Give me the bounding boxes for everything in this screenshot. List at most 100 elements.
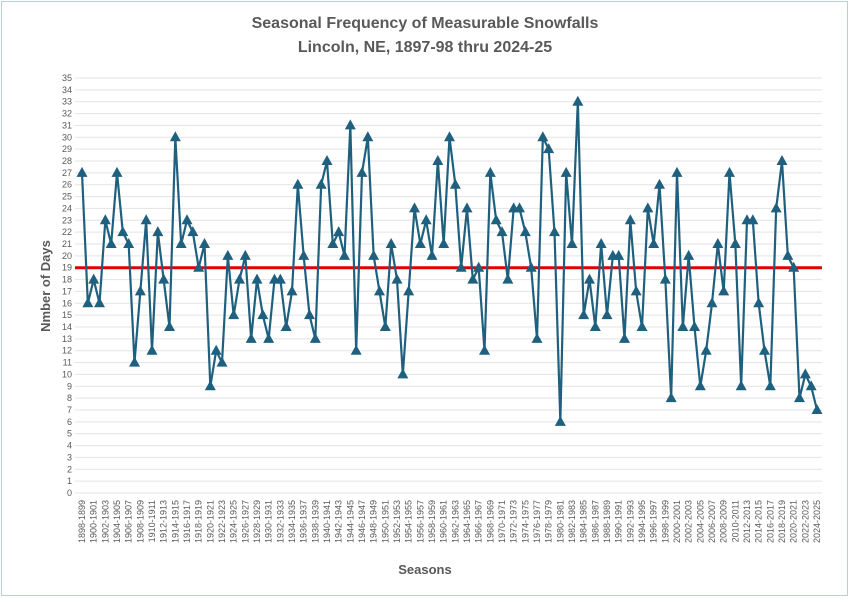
data-point-marker: [543, 143, 555, 154]
y-tick-label: 14: [62, 322, 72, 332]
x-tick-label: 1940-1941: [322, 500, 332, 543]
y-tick-label: 34: [62, 85, 72, 95]
data-point-marker: [747, 214, 759, 225]
x-tick-label: 1980-1981: [555, 500, 565, 543]
data-point-marker: [578, 309, 590, 320]
data-point-marker: [111, 166, 123, 177]
data-point-marker: [391, 273, 403, 284]
y-tick-label: 2: [67, 464, 72, 474]
x-tick-label: 1938-1939: [310, 500, 320, 543]
y-tick-label: 12: [62, 346, 72, 356]
data-point-marker: [449, 178, 461, 189]
y-tick-label: 0: [67, 488, 72, 498]
chart-title-line-2: Lincoln, NE, 1897-98 thru 2024-25: [298, 39, 552, 56]
data-point-marker: [619, 332, 630, 343]
x-tick-label: 1968-1969: [485, 500, 495, 543]
data-point-marker: [630, 285, 642, 296]
data-point-marker: [788, 261, 800, 272]
data-point-marker: [187, 226, 199, 237]
x-tick-label: 2004-2005: [695, 500, 705, 543]
data-point-marker: [537, 131, 549, 142]
x-tick-label: 1926-1927: [240, 500, 250, 543]
y-tick-label: 7: [67, 405, 72, 415]
y-tick-label: 25: [62, 192, 72, 202]
data-point-marker: [496, 226, 508, 237]
y-axis-title: Nmber of Days: [38, 240, 53, 332]
x-tick-label: 1900-1901: [89, 500, 99, 543]
data-point-marker: [315, 178, 327, 189]
data-point-marker: [735, 380, 747, 391]
x-tick-label: 1898-1899: [77, 500, 87, 543]
data-point-marker: [473, 261, 485, 272]
y-tick-label: 30: [62, 132, 72, 142]
data-point-marker: [158, 273, 170, 284]
data-point-marker: [239, 249, 251, 260]
data-point-marker: [257, 309, 269, 320]
data-point-marker: [589, 321, 601, 331]
data-point-marker: [105, 238, 117, 248]
data-point-marker: [514, 202, 525, 213]
data-point-marker: [811, 404, 823, 414]
data-point-marker: [245, 332, 257, 343]
data-point-marker: [164, 321, 175, 331]
x-tick-label: 2010-2011: [730, 500, 740, 542]
y-tick-label: 28: [62, 156, 72, 166]
data-point-marker: [525, 261, 537, 272]
data-point-marker: [694, 380, 706, 391]
data-point-marker: [379, 321, 391, 331]
data-point-marker: [624, 214, 636, 225]
x-tick-label: 2018-2019: [777, 500, 787, 543]
x-tick-label: 1994-1995: [637, 500, 647, 543]
data-point-marker: [193, 261, 205, 272]
data-point-marker: [99, 214, 111, 225]
x-tick-label: 2014-2015: [754, 500, 764, 543]
series-line: [80, 100, 819, 423]
x-tick-label: 1982-1983: [567, 500, 577, 543]
data-point-marker: [724, 166, 735, 177]
data-point-marker: [484, 166, 496, 177]
x-tick-label: 1996-1997: [649, 500, 659, 543]
y-tick-label: 3: [67, 452, 72, 462]
data-point-marker: [146, 344, 158, 355]
x-tick-label: 1986-1987: [590, 500, 600, 543]
x-tick-label: 1948-1949: [369, 500, 379, 543]
x-tick-label: 1998-1999: [660, 500, 670, 543]
x-tick-label: 1902-1903: [100, 500, 110, 543]
data-point-marker: [129, 356, 140, 367]
x-tick-label: 1904-1905: [112, 500, 122, 543]
x-tick-label: 1932-1933: [275, 500, 285, 543]
data-point-marker: [700, 344, 712, 355]
data-point-marker: [140, 214, 152, 225]
data-point-marker: [718, 285, 730, 296]
data-point-marker: [274, 273, 286, 284]
data-point-marker: [280, 321, 292, 331]
x-tick-label: 1974-1975: [520, 500, 530, 543]
x-tick-label: 1964-1965: [462, 500, 472, 543]
x-tick-label: 1936-1937: [299, 500, 309, 543]
data-point-marker: [764, 380, 776, 391]
data-point-marker: [76, 166, 88, 177]
y-tick-label: 17: [62, 286, 72, 296]
x-tick-label: 1992-1993: [625, 500, 635, 543]
data-point-marker: [134, 285, 146, 296]
data-point-marker: [642, 202, 654, 213]
data-point-marker: [298, 249, 310, 260]
data-point-marker: [222, 249, 234, 260]
x-tick-label: 1928-1929: [252, 500, 262, 543]
data-point-marker: [519, 226, 531, 237]
x-tick-label: 2016-2017: [765, 500, 775, 543]
data-point-marker: [88, 273, 100, 284]
x-tick-label: 1972-1973: [509, 500, 519, 543]
data-point-marker: [554, 415, 566, 426]
data-point-marker: [461, 202, 473, 213]
y-tick-label: 32: [62, 109, 72, 119]
data-point-marker: [385, 238, 397, 248]
data-point-marker: [560, 166, 572, 177]
data-point-marker: [344, 119, 356, 130]
x-tick-label: 1930-1931: [264, 500, 274, 543]
data-point-marker: [210, 344, 222, 355]
x-tick-label: 1958-1959: [427, 500, 437, 543]
y-tick-label: 16: [62, 298, 72, 308]
data-point-marker: [374, 285, 385, 296]
